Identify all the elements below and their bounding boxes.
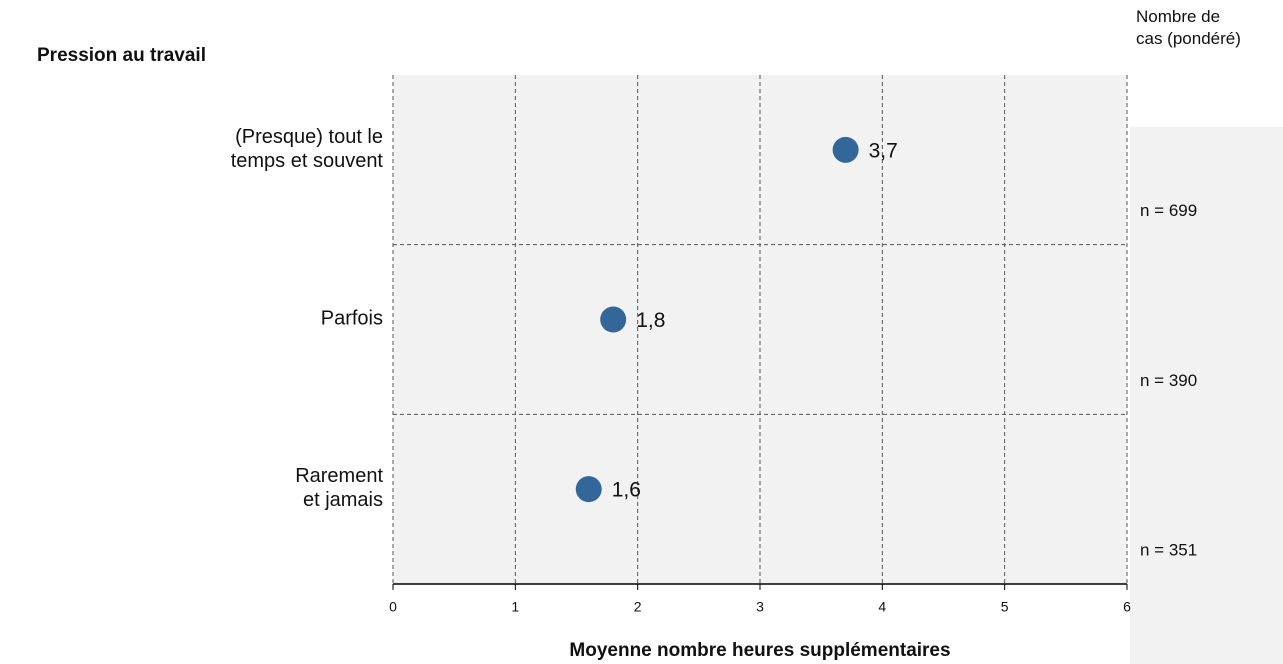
y-tick-label: (Presque) tout le temps et souvent <box>231 126 384 172</box>
x-tick-label: 2 <box>634 599 642 615</box>
x-tick-label: 4 <box>878 599 886 615</box>
side-header: Nombre de cas (pondéré) <box>1136 7 1241 48</box>
y-tick-label: Parfois <box>321 308 383 330</box>
side-panel <box>1130 127 1283 664</box>
x-tick-label: 6 <box>1123 599 1131 615</box>
y-tick-label: Rarement et jamais <box>295 465 383 511</box>
x-tick-label: 5 <box>1001 599 1009 615</box>
n-label: n = 390 <box>1140 371 1197 390</box>
n-label: n = 699 <box>1140 201 1197 220</box>
n-label: n = 351 <box>1140 540 1197 559</box>
dot <box>600 306 627 333</box>
value-label: 3,7 <box>869 139 898 162</box>
dot <box>575 476 602 503</box>
dot <box>832 136 859 163</box>
x-axis-label: Moyenne nombre heures supplémentaires <box>569 640 950 661</box>
x-tick-label: 0 <box>389 599 397 615</box>
chart-title: Pression au travail <box>37 45 206 66</box>
value-label: 1,6 <box>612 479 641 502</box>
value-label: 1,8 <box>636 309 665 332</box>
x-tick-label: 1 <box>511 599 519 615</box>
x-tick-label: 3 <box>756 599 764 615</box>
